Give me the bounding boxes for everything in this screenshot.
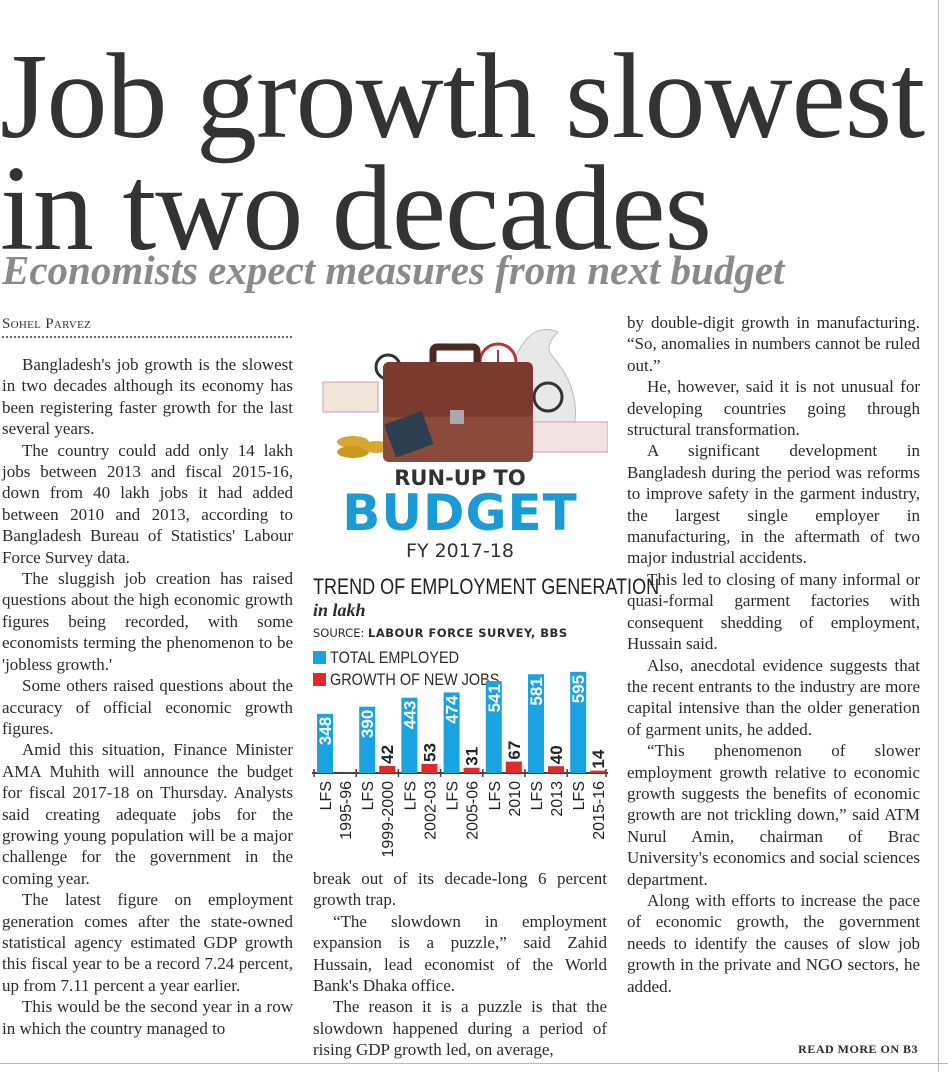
paragraph: This led to closing of many informal or …: [627, 569, 920, 654]
x-tick-label: LFS: [318, 781, 335, 810]
headline-line-1: Job growth slowest: [0, 29, 925, 164]
bar-growth-new-jobs: [463, 767, 480, 773]
data-label-growth: 31: [463, 747, 482, 766]
x-tick-label: 1999-2000: [380, 781, 397, 858]
chart-source: SOURCE: LABOUR FORCE SURVEY, BBS: [313, 626, 568, 640]
x-tick-label: 2010: [507, 781, 524, 817]
paragraph: “The slowdown in employment expansion is…: [313, 911, 607, 996]
paragraph: The latest figure on employment generati…: [2, 890, 293, 995]
column-middle: break out of its decade-long 6 percent g…: [313, 868, 607, 1061]
paragraph: Some others raised questions about the a…: [2, 676, 293, 738]
x-tick-label: LFS: [487, 781, 504, 810]
x-tick-label: LFS: [529, 781, 546, 810]
data-label-total: 348: [316, 717, 335, 745]
data-label-growth: 67: [505, 741, 524, 760]
bar-total-employed: [443, 692, 460, 773]
read-more-link[interactable]: READ MORE ON B3: [798, 1042, 918, 1056]
bar-total-employed: [359, 706, 376, 773]
x-tick-label: LFS: [402, 781, 419, 810]
x-tick-label: 1995-96: [338, 781, 355, 840]
bar-growth-new-jobs: [421, 763, 438, 773]
data-label-total: 581: [527, 677, 546, 705]
data-label-growth: 40: [547, 745, 566, 764]
column-left: Bangladesh's job growth is the slowest i…: [2, 354, 293, 1039]
data-label-total: 541: [485, 684, 504, 712]
legend-label: TOTAL EMPLOYED: [330, 648, 460, 667]
data-label-total: 595: [569, 675, 588, 703]
paragraph: Bangladesh's job growth is the slowest i…: [2, 355, 293, 439]
x-tick-label: LFS: [445, 781, 462, 810]
data-label-total: 390: [358, 710, 377, 738]
bar-growth-new-jobs: [590, 770, 607, 773]
headline-line-2: in two decades: [0, 141, 712, 276]
data-label-growth: 53: [420, 743, 439, 762]
paragraph: break out of its decade-long 6 percent g…: [313, 869, 607, 910]
bar-total-employed: [570, 671, 587, 773]
source-label: SOURCE:: [313, 626, 365, 640]
bar-growth-new-jobs: [379, 765, 396, 773]
x-tick-label: LFS: [571, 781, 588, 810]
budget-label: BUDGET: [342, 484, 578, 542]
paragraph: The reason it is a puzzle is that the sl…: [313, 997, 607, 1060]
bar-total-employed: [401, 697, 418, 773]
bar-total-employed: [485, 681, 502, 773]
calculator-icon: [384, 411, 434, 458]
x-tick-label: 2015-16: [591, 781, 608, 840]
bar-growth-new-jobs: [548, 766, 564, 773]
paragraph: A significant development in Bangladesh …: [627, 441, 920, 568]
paragraph: Along with efforts to increase the pace …: [627, 890, 920, 996]
legend-swatch: [313, 673, 326, 686]
divider: [2, 336, 292, 338]
legend-growth: GROWTH OF NEW JOBS: [313, 670, 529, 690]
bottom-rule: [0, 1063, 948, 1064]
legend-total: TOTAL EMPLOYED: [313, 648, 482, 668]
cash-stack-icon: [322, 381, 608, 453]
paragraph: The sluggish job creation has raised que…: [2, 569, 293, 674]
legend-label: GROWTH OF NEW JOBS: [330, 670, 500, 689]
legend-swatch: [313, 651, 326, 664]
column-rule: [938, 0, 939, 1072]
x-tick-label: LFS: [360, 781, 377, 810]
paragraph: The country could add only 14 lakh jobs …: [2, 440, 293, 567]
bar-total-employed: [317, 713, 333, 773]
data-label-growth: 14: [589, 749, 608, 768]
data-label-total: 474: [443, 695, 462, 724]
source-name: LABOUR FORCE SURVEY, BBS: [368, 626, 568, 640]
byline: Sohel Parvez: [2, 316, 92, 332]
budget-illustration: [322, 329, 608, 462]
paragraph: Also, anecdotal evidence suggests that t…: [627, 655, 920, 739]
runup-label: RUN-UP TO: [394, 466, 526, 490]
fy-label: FY 2017-18: [406, 540, 514, 562]
paragraph: Amid this situation, Finance Minister AM…: [2, 740, 293, 888]
data-label-growth: 42: [378, 745, 397, 764]
data-label-total: 443: [400, 701, 419, 729]
bar-total-employed: [528, 674, 544, 773]
chart-title: TREND OF EMPLOYMENT GENERATION: [313, 574, 660, 599]
column-right: by double-digit growth in manufacturing.…: [627, 312, 920, 997]
chart-unit: in lakh: [313, 600, 366, 620]
subheadline: Economists expect measures from next bud…: [2, 247, 785, 293]
bar-growth-new-jobs: [505, 761, 522, 773]
paragraph: “This phenomenon of slower employment gr…: [627, 741, 920, 889]
paragraph: by double-digit growth in manufacturing.…: [627, 313, 920, 375]
paragraph: He, however, said it is not unusual for …: [627, 377, 920, 440]
coins-icon: [337, 436, 390, 458]
x-tick-label: 2002-03: [422, 781, 439, 840]
paragraph: This would be the second year in a row i…: [2, 997, 293, 1038]
x-tick-label: 2013: [549, 781, 566, 817]
x-tick-label: 2005-06: [465, 781, 482, 840]
